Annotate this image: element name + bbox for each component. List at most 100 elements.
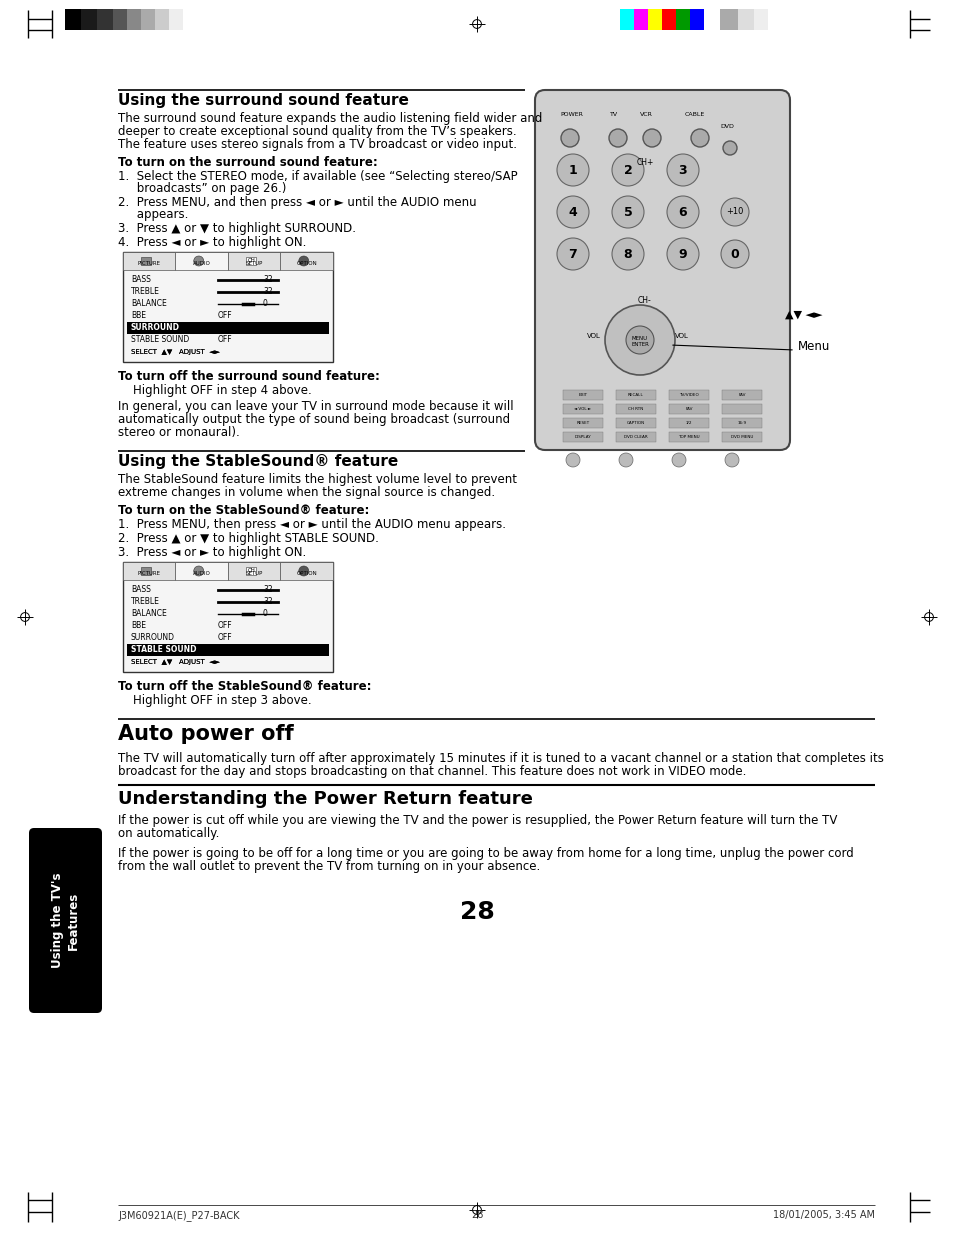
Circle shape: [193, 255, 204, 267]
Text: 1: 1: [568, 163, 577, 176]
FancyBboxPatch shape: [535, 90, 789, 450]
Bar: [616, 432, 656, 442]
Text: DISPLAY: DISPLAY: [574, 436, 591, 439]
Bar: [753, 9, 767, 30]
Text: 3: 3: [678, 163, 686, 176]
Bar: [246, 566, 256, 575]
Bar: [703, 9, 720, 30]
Text: 4: 4: [568, 206, 577, 218]
Bar: [187, 9, 205, 30]
Bar: [280, 252, 333, 270]
Bar: [123, 561, 175, 580]
Bar: [175, 561, 228, 580]
Circle shape: [557, 238, 588, 270]
Bar: [123, 252, 333, 362]
Text: 28: 28: [459, 900, 494, 924]
Bar: [668, 432, 708, 442]
Text: automatically output the type of sound being broadcast (surround: automatically output the type of sound b…: [118, 413, 510, 426]
FancyBboxPatch shape: [29, 828, 102, 1013]
Bar: [634, 9, 647, 30]
Text: TREBLE: TREBLE: [131, 288, 160, 296]
Text: broadcasts” on page 26.): broadcasts” on page 26.): [118, 181, 286, 195]
Bar: [280, 561, 333, 580]
Bar: [721, 390, 761, 400]
Text: TV: TV: [609, 112, 618, 117]
Circle shape: [720, 239, 748, 268]
Text: 1.  Select the STEREO mode, if available (see “Selecting stereo/SAP: 1. Select the STEREO mode, if available …: [118, 170, 517, 183]
Bar: [123, 561, 333, 673]
Circle shape: [690, 130, 708, 147]
Bar: [175, 252, 228, 270]
Text: ENTER: ENTER: [630, 343, 648, 348]
Text: SURROUND: SURROUND: [131, 323, 180, 332]
Text: 7: 7: [568, 248, 577, 260]
Bar: [141, 566, 152, 575]
Text: PICTURE: PICTURE: [137, 262, 161, 267]
Bar: [738, 9, 753, 30]
Bar: [81, 9, 97, 30]
Bar: [127, 322, 329, 334]
Text: CH RTN: CH RTN: [628, 407, 643, 411]
Text: OPTION: OPTION: [296, 262, 316, 267]
Text: FAV: FAV: [684, 407, 692, 411]
Bar: [169, 9, 183, 30]
Text: stereo or monaural).: stereo or monaural).: [118, 426, 239, 439]
Bar: [97, 9, 112, 30]
Bar: [647, 9, 661, 30]
Bar: [721, 432, 761, 442]
Bar: [562, 390, 602, 400]
Text: ◄ VOL ►: ◄ VOL ►: [574, 407, 591, 411]
Text: BASS: BASS: [131, 275, 151, 285]
Bar: [616, 390, 656, 400]
Bar: [562, 404, 602, 413]
Circle shape: [612, 154, 643, 186]
Bar: [123, 252, 175, 270]
Text: The StableSound feature limits the highest volume level to prevent: The StableSound feature limits the highe…: [118, 473, 517, 486]
Text: OPTION: OPTION: [296, 571, 316, 576]
Text: MENU: MENU: [631, 336, 647, 341]
Text: 3.  Press ◄ or ► to highlight ON.: 3. Press ◄ or ► to highlight ON.: [118, 545, 306, 559]
Bar: [668, 418, 708, 428]
Text: DVD: DVD: [720, 123, 733, 130]
Text: 4.  Press ◄ or ► to highlight ON.: 4. Press ◄ or ► to highlight ON.: [118, 236, 306, 249]
Bar: [562, 432, 602, 442]
Text: 2: 2: [623, 163, 632, 176]
Bar: [721, 404, 761, 413]
Text: 2.  Press MENU, and then press ◄ or ► until the AUDIO menu: 2. Press MENU, and then press ◄ or ► unt…: [118, 196, 476, 209]
Text: In general, you can leave your TV in surround mode because it will: In general, you can leave your TV in sur…: [118, 400, 513, 413]
Text: BALANCE: BALANCE: [131, 610, 167, 618]
Text: 32: 32: [263, 275, 273, 285]
Circle shape: [724, 453, 739, 466]
Bar: [668, 390, 708, 400]
Text: Using the TV's
Features: Using the TV's Features: [51, 872, 79, 969]
Text: PICTURE: PICTURE: [137, 571, 161, 576]
Bar: [562, 418, 602, 428]
Text: 32: 32: [263, 585, 273, 595]
Circle shape: [722, 141, 737, 155]
Bar: [668, 404, 708, 413]
Text: Auto power off: Auto power off: [118, 724, 294, 744]
Text: 18/01/2005, 3:45 AM: 18/01/2005, 3:45 AM: [772, 1211, 874, 1220]
Circle shape: [604, 305, 675, 375]
Text: 5: 5: [623, 206, 632, 218]
Text: SELECT  ▲▼   ADJUST  ◄►: SELECT ▲▼ ADJUST ◄►: [131, 349, 220, 355]
Text: appears.: appears.: [118, 209, 188, 221]
Circle shape: [560, 130, 578, 147]
Text: BALANCE: BALANCE: [131, 300, 167, 308]
Text: SELECT  ▲▼   ADJUST  ◄►: SELECT ▲▼ ADJUST ◄►: [131, 659, 220, 665]
Text: CH+: CH+: [636, 158, 653, 167]
Circle shape: [671, 453, 685, 466]
Text: CH-: CH-: [638, 296, 651, 305]
Bar: [616, 404, 656, 413]
Bar: [65, 9, 81, 30]
Circle shape: [625, 326, 654, 354]
Text: 0: 0: [730, 248, 739, 260]
Bar: [720, 9, 738, 30]
Bar: [661, 9, 676, 30]
Text: 8: 8: [623, 248, 632, 260]
Text: Highlight OFF in step 4 above.: Highlight OFF in step 4 above.: [132, 384, 312, 397]
Bar: [154, 9, 169, 30]
Text: 1/2: 1/2: [685, 421, 692, 424]
Text: 6: 6: [678, 206, 686, 218]
Text: 32: 32: [263, 288, 273, 296]
